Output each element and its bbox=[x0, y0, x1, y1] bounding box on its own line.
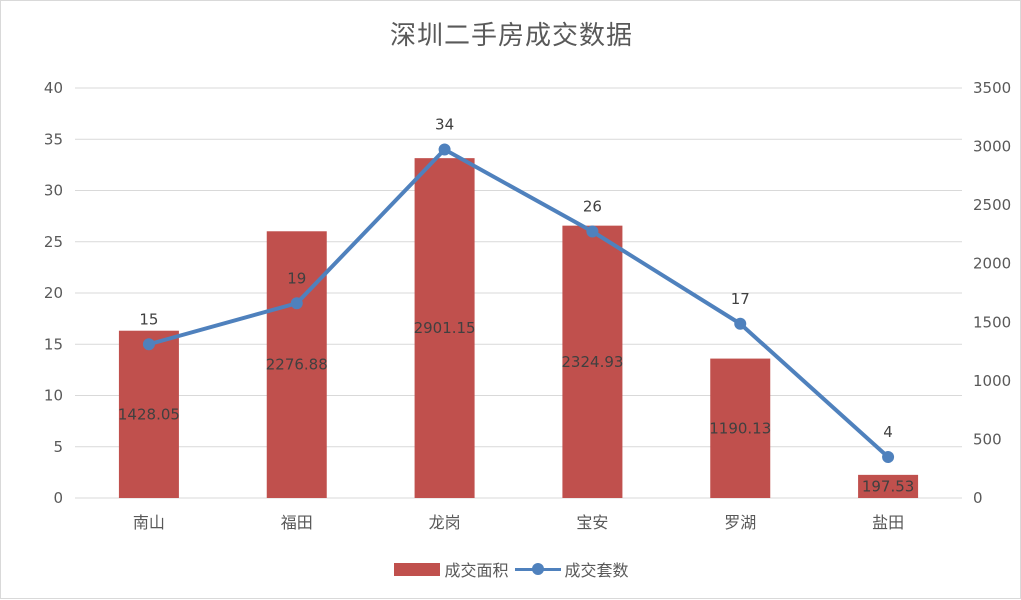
bar-value-label: 1428.05 bbox=[118, 405, 180, 423]
line-value-label: 19 bbox=[287, 269, 306, 287]
line-point bbox=[142, 338, 155, 351]
legend-item-count: 成交套数 bbox=[514, 557, 629, 581]
line-value-label: 4 bbox=[883, 423, 893, 441]
bar-value-label: 2276.88 bbox=[266, 356, 328, 374]
bar bbox=[710, 358, 771, 498]
category-label: 罗湖 bbox=[724, 513, 756, 532]
bar bbox=[266, 231, 327, 498]
y-left-tick-label: 25 bbox=[44, 233, 63, 251]
bar bbox=[118, 330, 179, 498]
series-line bbox=[148, 147, 890, 459]
line-value-label: 15 bbox=[139, 310, 158, 328]
category-label: 盐田 bbox=[872, 513, 904, 532]
y-left-tick-label: 20 bbox=[44, 284, 63, 302]
line-value-label: 34 bbox=[435, 116, 454, 134]
legend-bar-swatch bbox=[394, 562, 441, 576]
y-left-tick-label: 30 bbox=[44, 182, 63, 200]
category-label: 南山 bbox=[133, 513, 165, 532]
bar-value-label: 197.53 bbox=[862, 477, 915, 495]
legend-line-label: 成交套数 bbox=[564, 561, 629, 580]
y-right-tick-label: 3000 bbox=[973, 138, 1011, 156]
y-left-tick-label: 35 bbox=[44, 130, 63, 148]
y-right-tick-label: 0 bbox=[973, 489, 983, 507]
bar bbox=[414, 158, 475, 498]
category-label: 福田 bbox=[281, 513, 313, 532]
chart-title: 深圳二手房成交数据 bbox=[389, 21, 633, 51]
y-left-tick-label: 15 bbox=[44, 335, 63, 353]
y-left-tick-label: 40 bbox=[44, 79, 63, 97]
bar bbox=[858, 474, 919, 498]
bar-value-label: 1190.13 bbox=[709, 419, 771, 437]
line-point bbox=[734, 317, 747, 330]
category-label: 宝安 bbox=[576, 513, 608, 532]
y-right-tick-label: 3500 bbox=[973, 79, 1011, 97]
line-point bbox=[438, 143, 451, 156]
y-right-tick-label: 1500 bbox=[973, 313, 1011, 331]
legend-bar-label: 成交面积 bbox=[444, 561, 509, 580]
category-label: 龙岗 bbox=[429, 513, 461, 532]
y-right-tick-label: 500 bbox=[973, 430, 1002, 448]
y-right-tick-label: 2000 bbox=[973, 255, 1011, 273]
line-point bbox=[882, 451, 895, 463]
bar-value-label: 2901.15 bbox=[414, 319, 476, 337]
legend-line-swatch bbox=[514, 561, 561, 577]
chart-legend: 成交面积 成交套数 bbox=[1, 557, 1021, 581]
y-left-tick-label: 0 bbox=[53, 489, 63, 507]
bar bbox=[562, 225, 623, 498]
y-left-tick-label: 10 bbox=[44, 387, 63, 405]
y-right-tick-label: 1000 bbox=[973, 372, 1011, 390]
line-value-label: 17 bbox=[731, 290, 750, 308]
line-value-label: 26 bbox=[583, 198, 602, 216]
line-point bbox=[586, 225, 599, 238]
legend-item-area: 成交面积 bbox=[394, 557, 509, 581]
bar-value-label: 2324.93 bbox=[561, 353, 623, 371]
y-left-tick-label: 5 bbox=[53, 438, 63, 456]
line-point bbox=[290, 297, 303, 310]
y-right-tick-label: 2500 bbox=[973, 196, 1011, 214]
